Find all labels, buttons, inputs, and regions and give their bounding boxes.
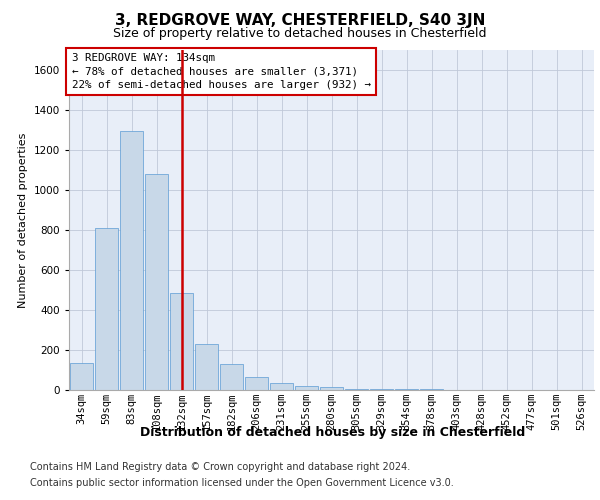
Bar [245, 377, 268, 390]
Bar [195, 344, 218, 390]
Bar [220, 364, 243, 390]
Text: Contains public sector information licensed under the Open Government Licence v3: Contains public sector information licen… [30, 478, 454, 488]
Text: Size of property relative to detached houses in Chesterfield: Size of property relative to detached ho… [113, 28, 487, 40]
Bar [395, 389, 418, 390]
Y-axis label: Number of detached properties: Number of detached properties [18, 132, 28, 308]
Bar [345, 389, 368, 390]
Bar [170, 293, 193, 390]
Text: Contains HM Land Registry data © Crown copyright and database right 2024.: Contains HM Land Registry data © Crown c… [30, 462, 410, 472]
Bar [295, 386, 318, 390]
Bar [370, 389, 393, 390]
Bar [320, 387, 343, 390]
Text: 3 REDGROVE WAY: 134sqm
← 78% of detached houses are smaller (3,371)
22% of semi-: 3 REDGROVE WAY: 134sqm ← 78% of detached… [71, 54, 371, 90]
Bar [270, 383, 293, 390]
Bar [145, 174, 168, 390]
Text: Distribution of detached houses by size in Chesterfield: Distribution of detached houses by size … [140, 426, 526, 439]
Text: 3, REDGROVE WAY, CHESTERFIELD, S40 3JN: 3, REDGROVE WAY, CHESTERFIELD, S40 3JN [115, 12, 485, 28]
Bar [120, 131, 143, 390]
Bar [95, 228, 118, 390]
Bar [70, 363, 93, 390]
Bar [420, 389, 443, 390]
